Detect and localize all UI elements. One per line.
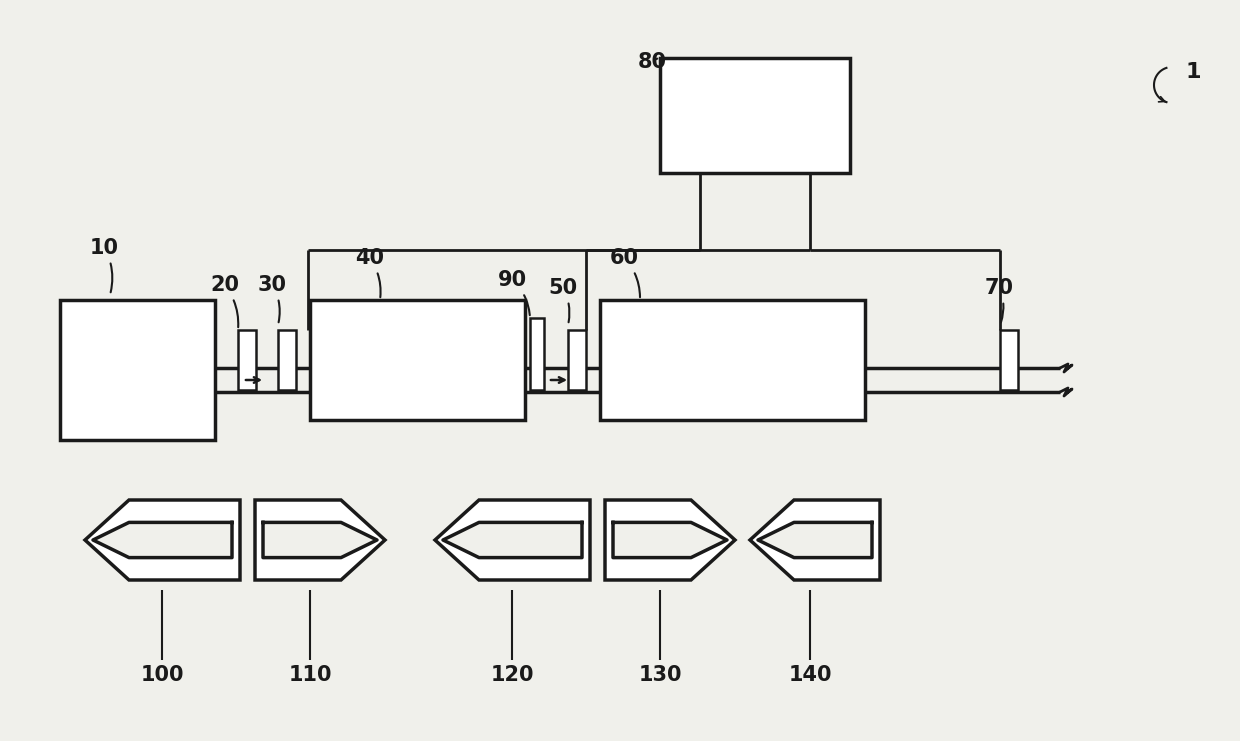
- Text: 90: 90: [498, 270, 529, 315]
- Polygon shape: [435, 500, 590, 580]
- Polygon shape: [263, 522, 377, 557]
- Text: 50: 50: [548, 278, 577, 322]
- Text: 110: 110: [288, 665, 332, 685]
- Text: 130: 130: [639, 665, 682, 685]
- Polygon shape: [86, 500, 241, 580]
- Polygon shape: [605, 500, 735, 580]
- Text: 100: 100: [140, 665, 184, 685]
- Bar: [529, 318, 544, 390]
- Polygon shape: [750, 500, 880, 580]
- Text: 80: 80: [639, 52, 667, 72]
- Bar: [60, 300, 215, 440]
- Bar: [568, 330, 587, 390]
- Text: 40: 40: [355, 248, 384, 297]
- Text: 30: 30: [258, 275, 286, 322]
- Polygon shape: [443, 522, 582, 557]
- Polygon shape: [255, 500, 384, 580]
- Text: 70: 70: [985, 278, 1014, 322]
- Text: 1: 1: [1185, 62, 1200, 82]
- Bar: [278, 330, 296, 390]
- Text: 10: 10: [91, 238, 119, 292]
- Text: 60: 60: [610, 248, 640, 297]
- Bar: [999, 330, 1018, 390]
- Polygon shape: [758, 522, 872, 557]
- Bar: [310, 300, 525, 420]
- Text: 120: 120: [490, 665, 533, 685]
- Polygon shape: [613, 522, 727, 557]
- Text: 140: 140: [789, 665, 832, 685]
- Bar: [660, 58, 849, 173]
- Text: 20: 20: [210, 275, 239, 328]
- Bar: [238, 330, 255, 390]
- Bar: [600, 300, 866, 420]
- Polygon shape: [93, 522, 232, 557]
